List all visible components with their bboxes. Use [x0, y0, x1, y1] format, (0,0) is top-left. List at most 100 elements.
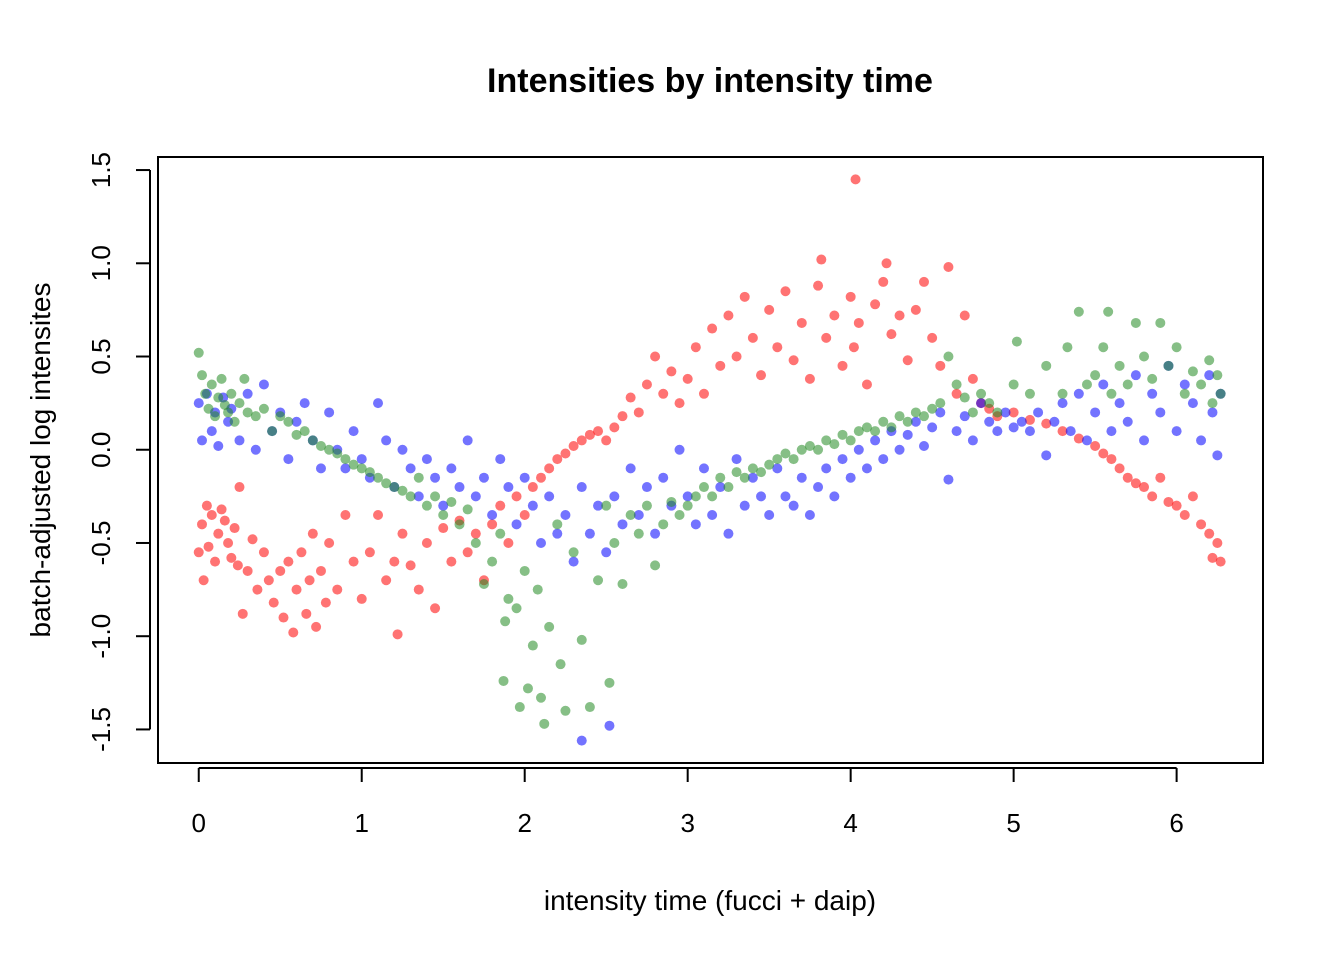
- data-point-red: [213, 528, 224, 539]
- data-point-red: [576, 435, 587, 446]
- data-point-blue: [446, 463, 457, 474]
- data-point-green: [723, 482, 734, 493]
- data-point-red: [707, 323, 718, 334]
- data-point-green: [500, 616, 511, 627]
- data-point-blue: [193, 398, 204, 409]
- data-point-red: [234, 482, 245, 493]
- data-point-blue: [739, 500, 750, 511]
- data-point-blue: [283, 454, 294, 465]
- data-point-green: [552, 519, 563, 530]
- data-point-blue: [593, 500, 604, 511]
- data-point-red: [283, 556, 294, 567]
- data-point-blue: [1139, 435, 1150, 446]
- data-point-green: [1212, 370, 1223, 381]
- data-point-red: [216, 504, 227, 515]
- data-point-green: [1155, 317, 1166, 328]
- data-point-blue: [870, 435, 881, 446]
- data-point-blue: [536, 537, 547, 548]
- data-point-green: [967, 407, 978, 418]
- data-point-blue: [894, 444, 905, 455]
- data-point-red: [848, 342, 859, 353]
- data-point-red: [821, 332, 832, 343]
- data-point-red: [201, 500, 212, 511]
- data-point-red: [1171, 500, 1182, 511]
- data-point-blue: [381, 435, 392, 446]
- data-point-green: [593, 575, 604, 586]
- data-point-blue: [487, 510, 498, 521]
- data-point-red: [1212, 537, 1223, 548]
- data-point-red: [878, 276, 889, 287]
- data-point-red: [650, 351, 661, 362]
- data-point-red: [544, 463, 555, 474]
- data-point-red: [1163, 496, 1174, 507]
- data-point-blue: [723, 528, 734, 539]
- data-point-green: [1062, 342, 1073, 353]
- data-point-green: [829, 439, 840, 450]
- data-point-red: [291, 584, 302, 595]
- data-point-red: [268, 597, 279, 608]
- data-point-red: [219, 515, 230, 526]
- data-point-green: [519, 565, 530, 576]
- data-point-red: [536, 472, 547, 483]
- data-point-green: [1130, 317, 1141, 328]
- data-point-red: [210, 556, 221, 567]
- data-point-green: [1196, 379, 1207, 390]
- series-blue: [193, 360, 1226, 746]
- data-point-blue: [609, 491, 620, 502]
- y-tick-label: -1.5: [86, 707, 116, 752]
- data-point-red: [870, 299, 881, 310]
- data-point-red: [641, 379, 652, 390]
- data-point-red: [625, 392, 636, 403]
- data-point-green: [454, 519, 465, 530]
- data-point-green: [715, 472, 726, 483]
- data-point-blue: [959, 411, 970, 422]
- data-point-red: [1187, 491, 1198, 502]
- data-point-green: [1163, 360, 1174, 371]
- data-point-green: [1106, 388, 1117, 399]
- data-point-red: [552, 454, 563, 465]
- data-point-blue: [625, 463, 636, 474]
- data-point-red: [389, 556, 400, 567]
- data-point-green: [536, 692, 547, 703]
- data-point-green: [203, 403, 214, 414]
- data-point-green: [821, 435, 832, 446]
- data-point-blue: [845, 472, 856, 483]
- data-point-green: [527, 640, 538, 651]
- data-point-red: [232, 560, 243, 571]
- data-point-red: [340, 510, 351, 521]
- data-point-red: [816, 254, 827, 265]
- data-point-green: [495, 528, 506, 539]
- data-point-green: [870, 426, 881, 437]
- data-point-red: [861, 379, 872, 390]
- data-point-red: [462, 547, 473, 558]
- data-point-green: [1171, 342, 1182, 353]
- data-point-blue: [731, 454, 742, 465]
- data-point-red: [320, 597, 331, 608]
- data-point-green: [216, 373, 227, 384]
- data-point-blue: [853, 444, 864, 455]
- data-point-red: [739, 291, 750, 302]
- data-point-blue: [324, 407, 335, 418]
- data-point-red: [1122, 472, 1133, 483]
- data-point-blue: [788, 500, 799, 511]
- data-point-red: [1207, 552, 1218, 563]
- data-point-blue: [698, 463, 709, 474]
- data-point-red: [1057, 426, 1068, 437]
- data-point-green: [1057, 388, 1068, 399]
- data-point-green: [747, 463, 758, 474]
- data-point-green: [845, 435, 856, 446]
- y-tick-label: 0.5: [86, 338, 116, 374]
- data-point-red: [311, 621, 322, 632]
- data-point-green: [976, 388, 987, 399]
- data-point-blue: [405, 463, 416, 474]
- data-point-green: [560, 705, 571, 716]
- data-point-green: [197, 370, 208, 381]
- data-point-green: [813, 444, 824, 455]
- data-point-blue: [1171, 426, 1182, 437]
- data-point-blue: [935, 407, 946, 418]
- chart-title: Intensities by intensity time: [487, 62, 933, 100]
- x-tick-label: 4: [843, 808, 857, 838]
- data-point-green: [200, 388, 211, 399]
- data-point-green: [837, 429, 848, 440]
- y-tick-label: -0.5: [86, 521, 116, 566]
